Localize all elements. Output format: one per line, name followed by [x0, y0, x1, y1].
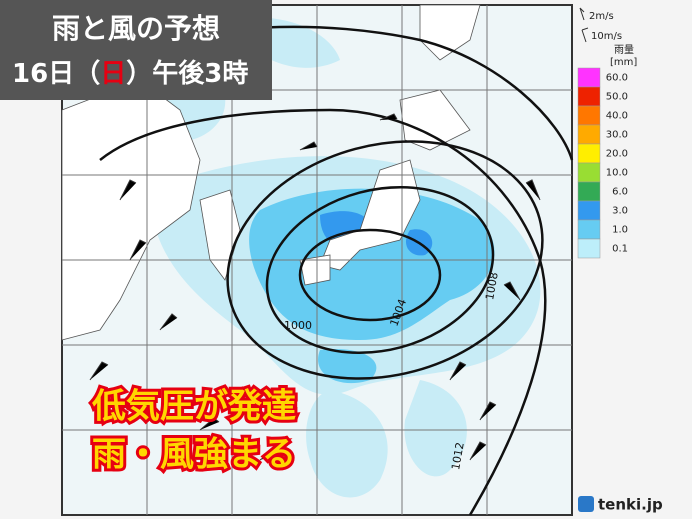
legend-swatch — [577, 181, 601, 202]
legend-swatch — [577, 238, 601, 259]
map: 1000 1004 1008 1012 — [61, 4, 574, 516]
logo-icon — [578, 496, 594, 512]
date-time: 午後3時 — [152, 58, 248, 89]
legend-swatch — [577, 219, 601, 240]
annotation-line: 低気圧が発達 — [92, 387, 296, 427]
date-open: （ — [74, 59, 100, 89]
title: 雨と風の予想 — [52, 12, 220, 45]
legend-label: 3.0 — [612, 206, 628, 217]
legend-label: 10.0 — [606, 168, 628, 179]
legend-label: 60.0 — [606, 73, 628, 84]
wind-legend-long: 10m/s — [591, 31, 622, 42]
wind-legend-icon — [579, 7, 589, 43]
legend-label: 30.0 — [606, 130, 628, 141]
legend-swatch — [577, 86, 601, 107]
wind-legend-short: 2m/s — [589, 11, 614, 22]
date-day: 16日 — [12, 59, 74, 89]
legend-label: 40.0 — [606, 111, 628, 122]
legend-swatch — [577, 162, 601, 183]
rain-legend-title: 雨量 — [614, 44, 634, 56]
grid — [62, 5, 572, 515]
date: 16日（日）午後3時 — [12, 58, 248, 89]
logo: tenki.jp — [598, 496, 663, 514]
legend-label: 50.0 — [606, 92, 628, 103]
legend-label: 20.0 — [606, 149, 628, 160]
rain-legend: 60.0 50.0 40.0 30.0 20.0 10.0 6.0 3.0 1.0 0.1 — [577, 67, 628, 259]
annotation-line: 雨・風強まる — [92, 435, 296, 475]
legend-swatch — [577, 67, 601, 88]
wind-barbs — [89, 113, 541, 461]
date-weekday: 日 — [100, 59, 126, 89]
isobar-label: 1012 — [449, 441, 467, 471]
isobar-label: 1000 — [284, 319, 312, 332]
rain-moderate — [249, 188, 495, 384]
legend-swatch — [577, 124, 601, 145]
legend-label: 0.1 — [612, 244, 628, 255]
annotation: 低気圧が発達 雨・風強まる — [89, 384, 299, 478]
date-close: ） — [126, 59, 152, 89]
isobar-label: 1008 — [483, 271, 501, 301]
header-box — [0, 0, 272, 100]
legend-swatch — [577, 200, 601, 221]
legend-label: 1.0 — [612, 225, 628, 236]
legend-label: 6.0 — [612, 187, 628, 198]
rain-legend-unit: [mm] — [610, 57, 637, 68]
legend-swatch — [577, 105, 601, 126]
legend-swatch — [577, 143, 601, 164]
